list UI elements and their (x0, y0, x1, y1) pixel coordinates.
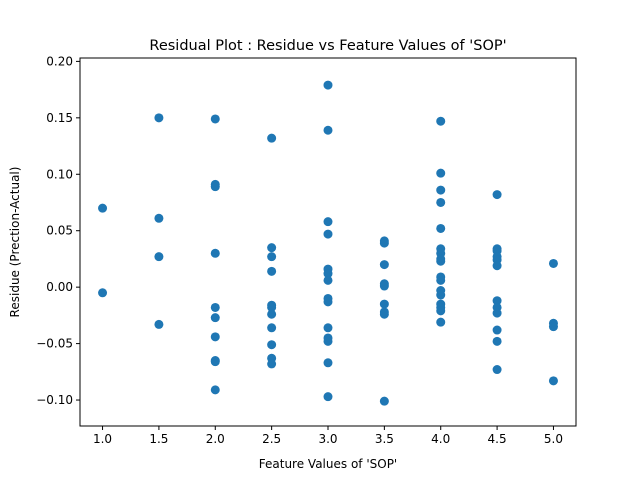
y-tick-label: 0.10 (46, 167, 73, 181)
data-point (210, 357, 220, 367)
data-point (548, 376, 558, 386)
data-point (548, 258, 558, 268)
y-tick-label: 0.05 (46, 224, 73, 238)
data-point (323, 297, 333, 307)
data-point (492, 190, 502, 200)
x-tick-label: 4.0 (431, 432, 450, 446)
data-point (267, 323, 277, 333)
data-point (323, 125, 333, 135)
data-point (379, 260, 389, 270)
data-point (210, 313, 220, 323)
y-tick-label: 0.00 (46, 280, 73, 294)
data-point (323, 392, 333, 402)
data-point (323, 229, 333, 239)
data-point (379, 238, 389, 248)
data-point (267, 266, 277, 276)
x-tick-label: 1.5 (149, 432, 168, 446)
x-tick-label: 1.0 (93, 432, 112, 446)
data-point (436, 185, 446, 195)
y-axis-ticks: −0.10 −0.05 0.00 0.05 0.10 0.15 0.20 (36, 54, 80, 407)
data-point (267, 302, 277, 312)
plot-area-frame (79, 57, 577, 427)
x-tick-label: 4.5 (488, 432, 507, 446)
data-point (154, 319, 164, 329)
data-point (323, 358, 333, 368)
x-tick-label: 3.5 (375, 432, 394, 446)
data-point (323, 323, 333, 333)
data-point (267, 133, 277, 143)
data-point (492, 336, 502, 346)
data-point (492, 325, 502, 335)
data-point (210, 332, 220, 342)
data-point (98, 288, 108, 298)
data-point (436, 256, 446, 266)
x-tick-label: 2.5 (262, 432, 281, 446)
x-tick-label: 5.0 (544, 432, 563, 446)
data-point (154, 252, 164, 262)
x-axis-ticks: 1.0 1.5 2.0 2.5 3.0 3.5 4.0 4.5 5.0 (93, 426, 563, 446)
data-point (323, 336, 333, 346)
data-point (379, 299, 389, 309)
data-point (436, 168, 446, 178)
data-point (210, 385, 220, 395)
data-point (436, 223, 446, 233)
data-point (210, 248, 220, 258)
data-point (436, 290, 446, 300)
data-point (436, 317, 446, 327)
data-point (154, 213, 164, 223)
chart-title: Residual Plot : Residue vs Feature Value… (149, 38, 506, 54)
data-points (98, 80, 558, 406)
data-point (267, 309, 277, 319)
data-point (267, 243, 277, 253)
y-tick-label: −0.10 (36, 393, 73, 407)
x-tick-label: 2.0 (206, 432, 225, 446)
x-tick-label: 3.0 (318, 432, 337, 446)
data-point (379, 396, 389, 406)
y-tick-label: 0.20 (46, 54, 73, 68)
data-point (323, 80, 333, 90)
data-point (436, 275, 446, 285)
y-axis-label: Residue (Prection-Actual) (8, 167, 22, 318)
data-point (267, 252, 277, 262)
data-point (210, 182, 220, 192)
data-point (379, 281, 389, 291)
data-point (98, 203, 108, 213)
y-tick-label: −0.05 (36, 337, 73, 351)
data-point (154, 113, 164, 123)
data-point (323, 269, 333, 279)
data-point (379, 309, 389, 319)
data-point (492, 365, 502, 375)
data-point (436, 306, 446, 316)
data-point (323, 275, 333, 285)
data-point (436, 116, 446, 126)
data-point (548, 322, 558, 332)
y-tick-label: 0.15 (46, 111, 73, 125)
data-point (492, 308, 502, 318)
data-point (492, 261, 502, 271)
data-point (267, 359, 277, 369)
data-point (267, 340, 277, 350)
data-point (323, 217, 333, 227)
data-point (210, 114, 220, 124)
data-point (492, 296, 502, 306)
data-point (210, 302, 220, 312)
x-axis-label: Feature Values of 'SOP' (259, 457, 397, 471)
data-point (436, 197, 446, 207)
